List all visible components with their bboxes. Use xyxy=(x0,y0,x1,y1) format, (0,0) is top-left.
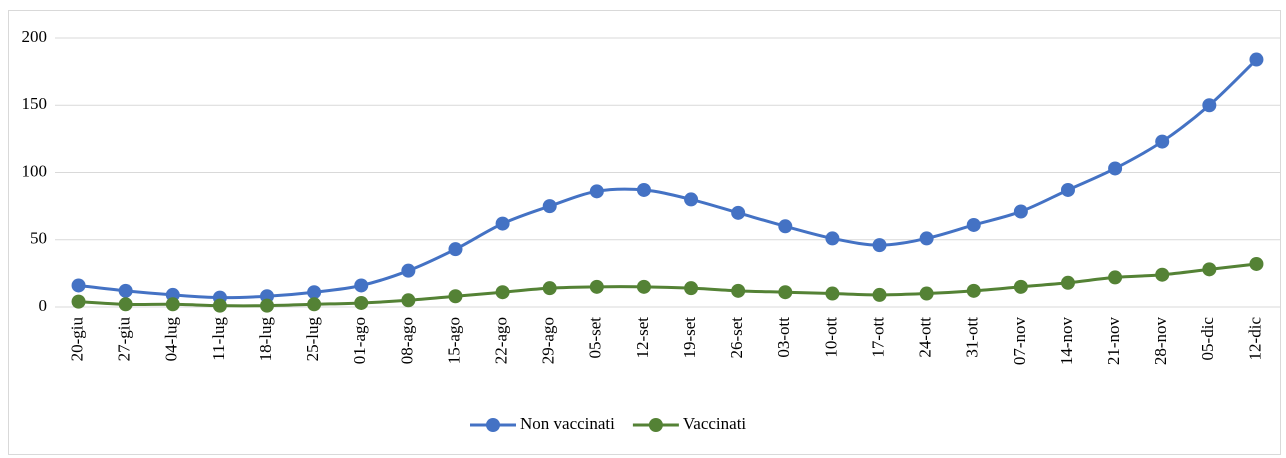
data-point xyxy=(307,297,322,312)
x-tick-label: 17-ott xyxy=(868,317,887,358)
data-point xyxy=(684,192,699,207)
data-point xyxy=(542,199,557,214)
data-point xyxy=(1108,270,1123,285)
x-tick-label: 15-ago xyxy=(444,317,463,364)
legend-label: Non vaccinati xyxy=(520,414,615,433)
data-point xyxy=(165,297,180,312)
data-point xyxy=(401,263,416,278)
data-point xyxy=(684,281,699,296)
data-point xyxy=(1013,204,1028,219)
data-point xyxy=(495,216,510,231)
data-point xyxy=(1155,134,1170,149)
chart-border xyxy=(8,10,1281,455)
data-point xyxy=(260,298,275,313)
x-tick-label: 31-ott xyxy=(963,317,982,358)
x-tick-label: 11-lug xyxy=(209,317,228,361)
data-point xyxy=(966,217,981,232)
data-point xyxy=(71,294,86,309)
data-point xyxy=(1202,262,1217,277)
x-tick-label: 12-set xyxy=(633,317,652,359)
data-point xyxy=(1202,98,1217,113)
data-point xyxy=(212,298,227,313)
data-point xyxy=(495,285,510,300)
x-tick-label: 14-nov xyxy=(1057,317,1076,366)
x-tick-label: 12-dic xyxy=(1245,317,1264,361)
data-point xyxy=(919,231,934,246)
data-point xyxy=(1108,161,1123,176)
data-point xyxy=(872,287,887,302)
data-point xyxy=(1249,52,1264,67)
x-tick-label: 27-giu xyxy=(115,317,134,362)
data-point xyxy=(448,242,463,257)
y-tick-label: 100 xyxy=(22,161,48,180)
x-tick-label: 26-set xyxy=(727,317,746,359)
data-point xyxy=(636,279,651,294)
x-tick-label: 03-ott xyxy=(774,317,793,358)
x-tick-label: 08-ago xyxy=(397,317,416,364)
y-tick-label: 200 xyxy=(22,27,48,46)
data-point xyxy=(636,182,651,197)
data-point xyxy=(354,278,369,293)
data-point xyxy=(966,283,981,298)
data-point xyxy=(589,184,604,199)
data-point xyxy=(919,286,934,301)
legend-label: Vaccinati xyxy=(683,414,747,433)
x-tick-label: 19-set xyxy=(680,317,699,359)
x-tick-label: 21-nov xyxy=(1104,317,1123,366)
y-tick-label: 50 xyxy=(30,229,47,248)
y-tick-label: 0 xyxy=(39,296,48,315)
data-point xyxy=(354,295,369,310)
data-point xyxy=(778,285,793,300)
data-point xyxy=(731,283,746,298)
data-point xyxy=(401,293,416,308)
x-tick-label: 22-ago xyxy=(492,317,511,364)
data-point xyxy=(825,286,840,301)
data-point xyxy=(542,281,557,296)
data-point xyxy=(1249,256,1264,271)
x-tick-label: 05-set xyxy=(586,317,605,359)
x-tick-label: 07-nov xyxy=(1010,317,1029,366)
x-tick-label: 05-dic xyxy=(1198,317,1217,361)
data-point xyxy=(307,285,322,300)
data-point xyxy=(1060,182,1075,197)
x-tick-label: 25-lug xyxy=(303,317,322,362)
data-point xyxy=(1013,279,1028,294)
x-tick-label: 04-lug xyxy=(162,317,181,362)
data-point xyxy=(872,238,887,253)
data-point xyxy=(1060,275,1075,290)
data-point xyxy=(1155,267,1170,282)
x-tick-label: 20-giu xyxy=(67,317,86,362)
data-point xyxy=(731,205,746,220)
data-point xyxy=(825,231,840,246)
x-tick-label: 18-lug xyxy=(256,317,275,362)
x-tick-label: 29-ago xyxy=(539,317,558,364)
x-tick-label: 01-ago xyxy=(350,317,369,364)
data-point xyxy=(778,219,793,234)
x-tick-label: 10-ott xyxy=(821,317,840,358)
legend-marker xyxy=(486,418,500,432)
data-point xyxy=(589,279,604,294)
x-tick-label: 24-ott xyxy=(916,317,935,358)
x-tick-label: 28-nov xyxy=(1151,317,1170,366)
data-point xyxy=(118,283,133,298)
data-point xyxy=(71,278,86,293)
y-tick-label: 150 xyxy=(22,94,48,113)
data-point xyxy=(118,297,133,312)
data-point xyxy=(448,289,463,304)
legend-marker xyxy=(648,418,663,432)
